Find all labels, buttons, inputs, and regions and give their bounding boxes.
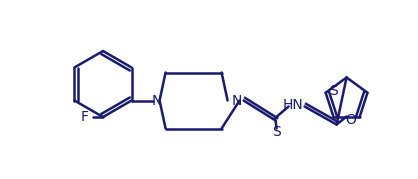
- Text: S: S: [272, 125, 281, 139]
- Text: HN: HN: [282, 98, 303, 112]
- Text: S: S: [329, 84, 338, 98]
- Text: O: O: [345, 113, 356, 127]
- Text: N: N: [151, 93, 162, 108]
- Text: F: F: [81, 110, 89, 124]
- Text: N: N: [232, 93, 242, 108]
